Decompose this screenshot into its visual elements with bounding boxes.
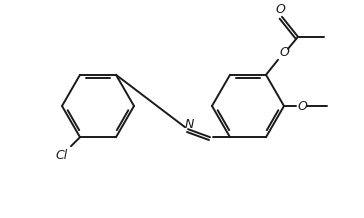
Text: Cl: Cl [56,149,68,162]
Text: O: O [297,99,307,112]
Text: O: O [275,3,285,16]
Text: N: N [184,118,194,131]
Text: O: O [279,46,289,59]
